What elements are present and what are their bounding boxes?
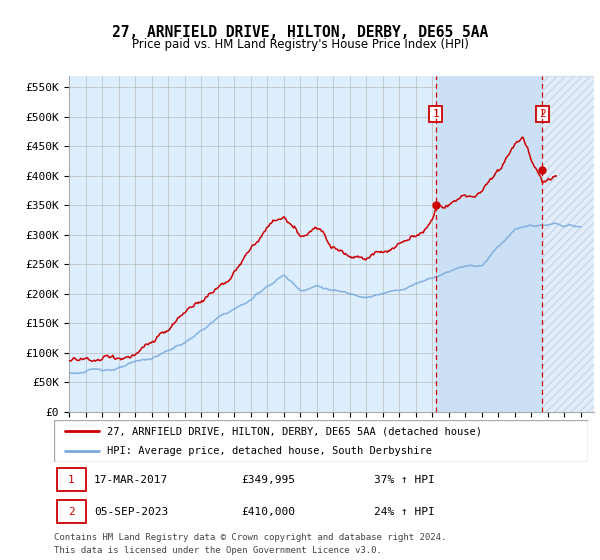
Text: 27, ARNFIELD DRIVE, HILTON, DERBY, DE65 5AA (detached house): 27, ARNFIELD DRIVE, HILTON, DERBY, DE65 … xyxy=(107,426,482,436)
Text: This data is licensed under the Open Government Licence v3.0.: This data is licensed under the Open Gov… xyxy=(54,546,382,555)
Text: 1: 1 xyxy=(68,475,75,484)
Bar xyxy=(542,76,594,412)
Bar xyxy=(56,500,86,524)
Text: Price paid vs. HM Land Registry's House Price Index (HPI): Price paid vs. HM Land Registry's House … xyxy=(131,38,469,51)
Text: HPI: Average price, detached house, South Derbyshire: HPI: Average price, detached house, Sout… xyxy=(107,446,433,456)
Text: 37% ↑ HPI: 37% ↑ HPI xyxy=(374,475,435,484)
Text: 27, ARNFIELD DRIVE, HILTON, DERBY, DE65 5AA: 27, ARNFIELD DRIVE, HILTON, DERBY, DE65 … xyxy=(112,25,488,40)
Bar xyxy=(542,76,594,412)
Text: 2: 2 xyxy=(68,507,75,517)
Text: £410,000: £410,000 xyxy=(241,507,295,517)
Text: 2: 2 xyxy=(539,109,546,119)
Bar xyxy=(56,468,86,491)
Text: 05-SEP-2023: 05-SEP-2023 xyxy=(94,507,168,517)
Text: Contains HM Land Registry data © Crown copyright and database right 2024.: Contains HM Land Registry data © Crown c… xyxy=(54,533,446,542)
Text: 17-MAR-2017: 17-MAR-2017 xyxy=(94,475,168,484)
Text: 1: 1 xyxy=(432,109,439,119)
Text: 24% ↑ HPI: 24% ↑ HPI xyxy=(374,507,435,517)
Bar xyxy=(436,76,542,412)
Text: £349,995: £349,995 xyxy=(241,475,295,484)
